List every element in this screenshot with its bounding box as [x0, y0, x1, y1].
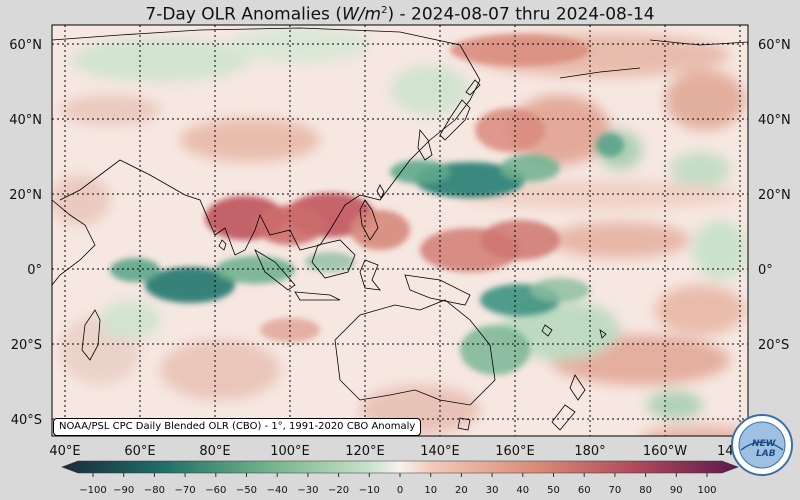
colorbar-tick-label: −100: [79, 485, 106, 496]
lat-label: 0°: [27, 263, 42, 278]
lon-label: 100°E: [270, 444, 310, 459]
colorbar-tick-label: 20: [455, 485, 468, 496]
noaa-psl-logo-icon: NEW LAB: [731, 414, 793, 476]
anomaly-field: [52, 27, 748, 436]
colorbar-tick-label: 50: [547, 485, 560, 496]
logo-line2: LAB: [756, 449, 776, 459]
lat-label: 20°S: [758, 338, 789, 353]
colorbar-tick-label: 30: [486, 485, 499, 496]
coastlines: [52, 27, 748, 431]
colorbar-tick-label: 0: [397, 485, 403, 496]
colorbar-tick-label: 70: [609, 485, 622, 496]
lat-labels-left: 60°N 40°N 20°N 0° 20°S 40°S: [9, 38, 42, 428]
colorbar-tick-label: −50: [236, 485, 257, 496]
colorbar-tick-label: 90: [670, 485, 683, 496]
lat-labels-right: 60°N 40°N 20°N 0° 20°S: [758, 38, 791, 353]
chart-title: 7-Day OLR Anomalies (W/m2) - 2024-08-07 …: [145, 4, 655, 25]
colorbar-tick-label: 40: [516, 485, 529, 496]
colorbar-bar: [61, 460, 739, 474]
lon-label: 40°E: [49, 444, 80, 459]
colorbar-tick-label: −40: [267, 485, 288, 496]
colorbar-tick-label: −80: [144, 485, 165, 496]
lat-label: 20°N: [9, 188, 42, 203]
lat-label: 20°S: [11, 338, 42, 353]
lon-label: 120°E: [345, 444, 385, 459]
graticule: [52, 25, 748, 436]
lon-label: 160°E: [495, 444, 535, 459]
lon-labels: 40°E 60°E 80°E 100°E 120°E 140°E 160°E 1…: [49, 444, 761, 459]
colorbar-tick-label: −30: [297, 485, 318, 496]
data-source-credit: NOAA/PSL CPC Daily Blended OLR (CBO) - 1…: [53, 418, 422, 436]
colorbar-tick-label: −10: [359, 485, 380, 496]
lat-label: 60°N: [9, 38, 42, 53]
map-frame: [51, 24, 749, 437]
colorbar-tick-label: 10: [424, 485, 437, 496]
lon-label: 80°E: [199, 444, 230, 459]
colorbar-tick-label: 60: [578, 485, 591, 496]
lat-label: 0°: [758, 263, 773, 278]
lat-label: 40°S: [11, 413, 42, 428]
lon-label: 160°W: [643, 444, 687, 459]
logo-line1: NEW: [752, 439, 777, 449]
lon-label: 140°E: [420, 444, 460, 459]
lat-label: 20°N: [758, 188, 791, 203]
lat-label: 40°N: [9, 113, 42, 128]
colorbar-tick-label: 80: [639, 485, 652, 496]
lat-label: 40°N: [758, 113, 791, 128]
lat-label: 60°N: [758, 38, 791, 53]
colorbar-tick-label: 100: [697, 485, 716, 496]
lon-label: 180°: [574, 444, 605, 459]
colorbar-tick-label: −20: [328, 485, 349, 496]
lon-label: 60°E: [124, 444, 155, 459]
colorbar-tick-label: −70: [175, 485, 196, 496]
colorbar: −100 −90 −80 −70 −60 −50 −40 −30 −20 −10 0 10 20 30 40…: [61, 460, 739, 496]
colorbar-tick-label: −60: [205, 485, 226, 496]
colorbar-tick-label: −90: [113, 485, 134, 496]
